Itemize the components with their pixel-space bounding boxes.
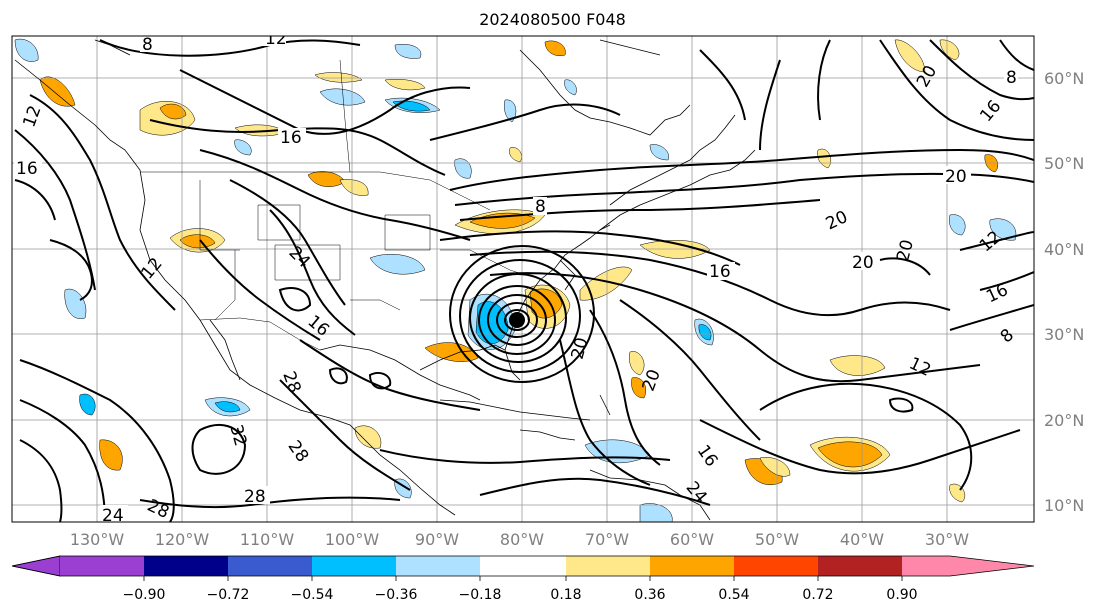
lat-label: 50°N [1044,154,1084,173]
contour-label: 12 [137,254,166,283]
contour-label: 20 [852,253,874,273]
colorbar-extend-high [902,556,1034,576]
colorbar-tick-label: −0.18 [459,587,502,603]
colorbar-tick-label: 0.18 [550,587,581,603]
contour-label: 12 [906,354,934,381]
colorbar-segment [480,556,566,576]
lon-label: 50°W [755,530,799,549]
contour-label: 20 [823,207,851,234]
colorbar-segment [396,556,480,576]
lon-label: 110°W [240,530,295,549]
contour-label: 16 [693,441,722,470]
map-plot-area: 12 8 16 16 16 24 16 8 20 20 20 20 20 16 … [12,29,1034,526]
colorbar-tick-label: −0.36 [375,587,418,603]
contour-label: 12 [19,103,45,130]
colorbar-extend-low [11,555,61,577]
colorbar-segment [818,556,902,576]
longitude-labels: 130°W 120°W 110°W 100°W 90°W 80°W 70°W 6… [70,530,969,549]
contour-label: 28 [144,496,172,523]
graticule [12,36,1034,522]
contour-label: 16 [304,311,333,340]
contour-label: 28 [284,437,313,466]
political-borders [140,59,526,351]
contour-label: 8 [535,197,546,217]
contour-label: 20 [945,167,967,187]
colorbar-tick-label: −0.54 [291,587,334,603]
colorbar: −0.90 −0.72 −0.54 −0.36 −0.18 0.18 0.36 … [11,555,1035,603]
lon-label: 100°W [325,530,380,549]
colorbar-segment [60,556,144,576]
contour-label: 20 [893,238,918,264]
contour-label: 28 [278,369,304,396]
lon-label: 120°W [155,530,210,549]
colorbar-segment [144,556,228,576]
storm-center-marker [509,312,525,328]
map-title: 2024080500 F048 [479,10,626,29]
lon-label: 90°W [415,530,459,549]
lon-label: 130°W [70,530,125,549]
contour-label: 16 [280,128,302,148]
colorbar-tick-label: 0.72 [802,587,833,603]
colorbar-tick-label: 0.90 [886,587,917,603]
coastlines [14,39,756,521]
lon-label: 40°W [840,530,884,549]
colorbar-tick-label: −0.90 [123,587,166,603]
negative-anomaly-shading [14,38,1017,522]
lat-label: 30°N [1044,325,1084,344]
hurricane-contours [449,245,595,383]
contour-label: 16 [16,159,38,179]
contour-label: 16 [709,262,731,282]
lon-label: 30°W [925,530,969,549]
lon-label: 70°W [585,530,629,549]
contour-label: 8 [1006,68,1017,88]
colorbar-segment [650,556,734,576]
lat-label: 20°N [1044,411,1084,430]
contour-lines [14,39,1034,522]
contour-label: 28 [244,487,266,507]
colorbar-segment [566,556,650,576]
lat-label: 60°N [1044,69,1084,88]
contour-label: 24 [102,506,124,526]
contour-label: 16 [983,280,1011,307]
colorbar-segment [734,556,818,576]
contour-label: 8 [997,325,1018,347]
map-frame [11,35,1035,523]
contour-label: 32 [225,422,250,448]
contour-label: 12 [265,29,287,49]
colorbar-tick-label: 0.54 [718,587,749,603]
lon-label: 80°W [500,530,544,549]
colorbar-segment [228,556,312,576]
lon-label: 60°W [670,530,714,549]
colorbar-tick-label: 0.36 [634,587,665,603]
contour-label: 8 [142,35,153,55]
colorbar-segment [312,556,396,576]
contour-label: 16 [976,97,1005,126]
lat-label: 40°N [1044,240,1084,259]
colorbar-tick-label: −0.72 [207,587,250,603]
latitude-labels: 60°N 50°N 40°N 30°N 20°N 10°N [1044,69,1084,515]
lat-label: 10°N [1044,496,1084,515]
